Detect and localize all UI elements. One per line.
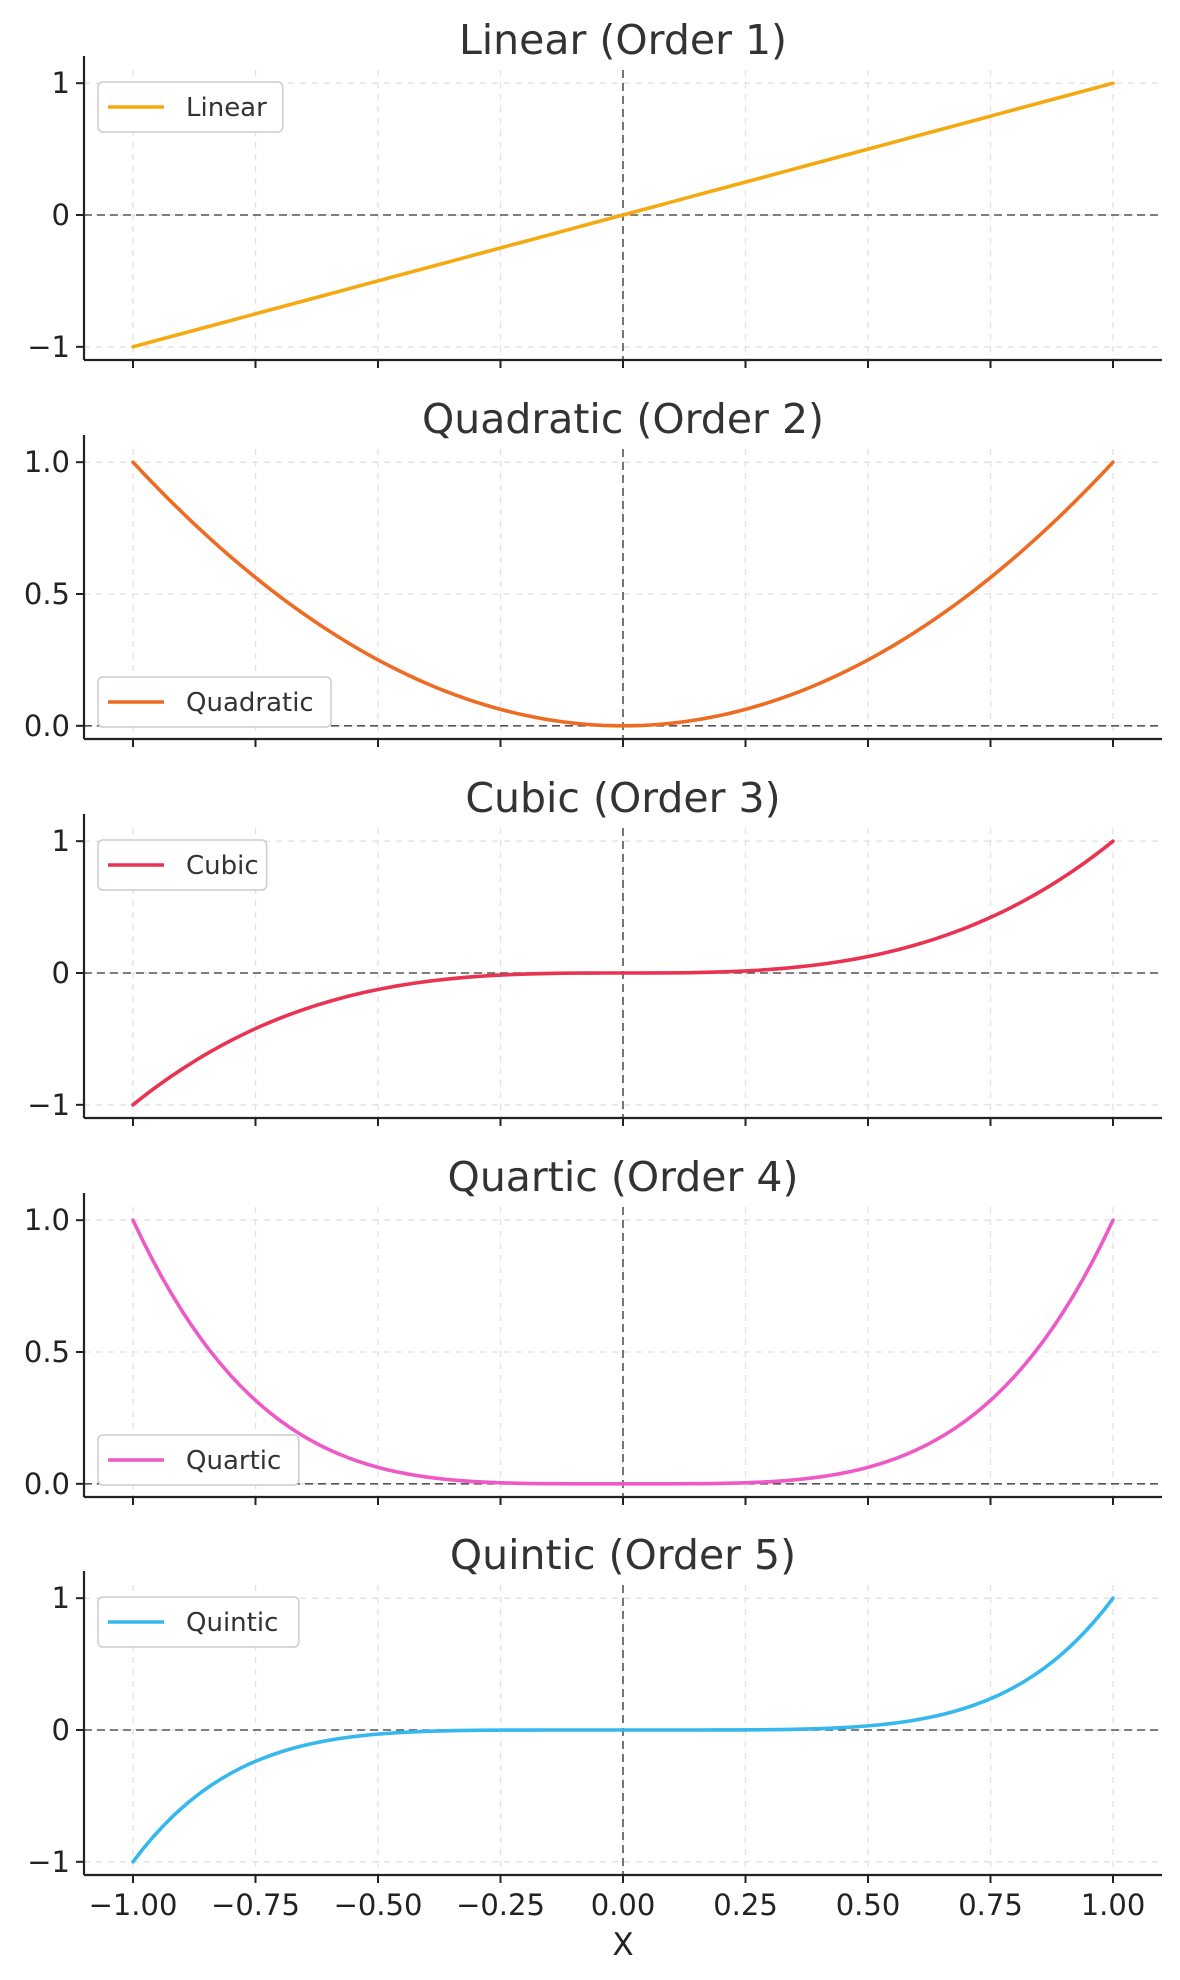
legend-box: [97, 1596, 300, 1648]
series-line-quartic: [131, 1218, 1115, 1486]
legend: Cubic: [97, 839, 268, 891]
legend-label: Quartic: [186, 1446, 281, 1476]
y-tick-label: −1: [27, 1088, 70, 1122]
legend-label: Cubic: [186, 851, 259, 881]
y-tick-label: 1.0: [24, 1203, 70, 1237]
y-tick-label: 0.5: [24, 577, 70, 611]
legend-label: Linear: [186, 93, 267, 123]
legend: Linear: [97, 81, 284, 133]
series-line-quadratic: [131, 460, 1115, 728]
chart-panel-1: Linear (Order 1) −1 0 1 Linear: [27, 16, 1162, 368]
y-tick-label: 1: [52, 824, 70, 858]
chart-title: Quintic (Order 5): [450, 1531, 796, 1579]
y-tick-label: −1: [27, 330, 70, 364]
legend-box: [97, 676, 332, 728]
x-tick-label: 0.25: [713, 1888, 778, 1922]
x-tick-label: −0.25: [456, 1888, 545, 1922]
y-tick-label: 1: [52, 66, 70, 100]
y-tick-label: 1.0: [24, 445, 70, 479]
series-line-cubic: [131, 839, 1115, 1107]
chart-title: Quartic (Order 4): [448, 1153, 799, 1201]
y-tick-label: 0.0: [24, 709, 70, 743]
x-tick-label: −0.75: [211, 1888, 300, 1922]
y-tick-label: 0: [52, 956, 70, 990]
chart-title: Linear (Order 1): [459, 16, 787, 64]
legend-box: [97, 839, 268, 891]
chart-title: Quadratic (Order 2): [422, 395, 824, 443]
series-line-linear: [131, 81, 1115, 349]
y-tick-label: 0.5: [24, 1335, 70, 1369]
x-axis-label: X: [612, 1927, 633, 1963]
legend-label: Quintic: [186, 1608, 278, 1638]
y-tick-label: 1: [52, 1581, 70, 1615]
legend: Quintic: [97, 1596, 300, 1648]
series-line-quintic: [131, 1596, 1115, 1864]
legend-box: [97, 1434, 300, 1486]
y-tick-label: 0.0: [24, 1467, 70, 1501]
x-tick-label: 0.50: [836, 1888, 901, 1922]
x-tick-label: 1.00: [1081, 1888, 1146, 1922]
legend: Quadratic: [97, 676, 332, 728]
legend: Quartic: [97, 1434, 300, 1486]
y-tick-label: 0: [52, 1713, 70, 1747]
x-tick-label: −0.50: [334, 1888, 423, 1922]
x-tick-label: −1.00: [89, 1888, 178, 1922]
chart-panel-3: Cubic (Order 3) −1 0 1 Cubic: [27, 774, 1162, 1126]
chart-panel-2: Quadratic (Order 2) 0.0 0.5 1.0 Quadratic: [24, 395, 1162, 747]
chart-panel-4: Quartic (Order 4) 0.0 0.5 1.0 Quartic: [24, 1153, 1162, 1505]
legend-box: [97, 81, 284, 133]
y-tick-label: 0: [52, 198, 70, 232]
chart-title: Cubic (Order 3): [465, 774, 780, 822]
legend-label: Quadratic: [186, 688, 314, 718]
x-tick-label: 0.00: [591, 1888, 656, 1922]
y-tick-label: −1: [27, 1845, 70, 1879]
chart-panel-5: Quintic (Order 5) −1 0 1 −1.00 −0.75 −0.50 −0.2…: [27, 1531, 1162, 1963]
x-tick-label: 0.75: [958, 1888, 1023, 1922]
